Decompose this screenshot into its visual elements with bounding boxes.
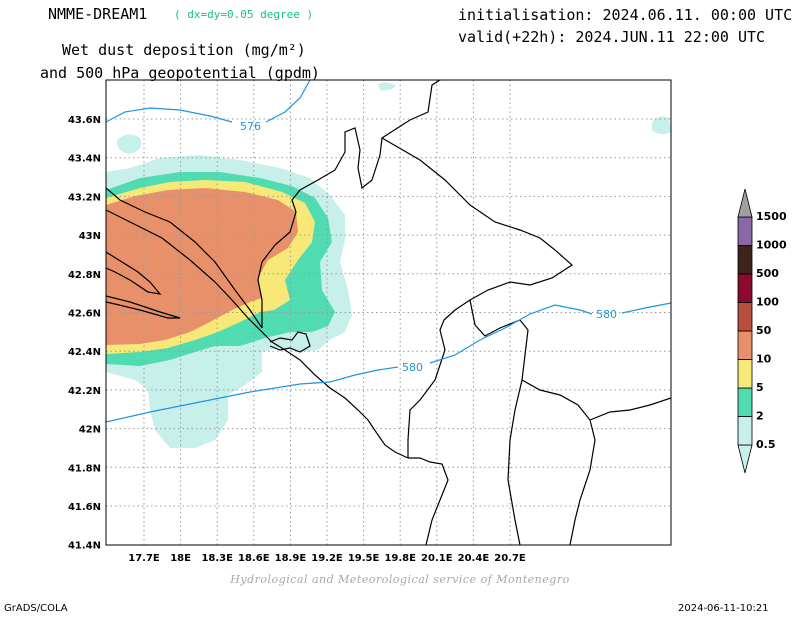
initialisation-time: initialisation: 2024.06.11. 00:00 UTC [458, 6, 793, 24]
coastline-bay [269, 331, 311, 353]
legend-label: 10 [756, 353, 772, 366]
lat-tick-label: 42N [79, 425, 101, 436]
lon-tick-label: 20.7E [494, 553, 526, 564]
lat-tick-label: 43.4N [68, 154, 101, 165]
lat-tick-label: 42.8N [68, 270, 101, 281]
footer-timestamp: 2024-06-11-10:21 [678, 603, 769, 614]
legend-swatch [737, 359, 753, 389]
legend-label: 0.5 [756, 438, 776, 451]
legend-label: 500 [756, 267, 779, 280]
lon-tick-label: 18.6E [238, 553, 270, 564]
lon-tick-label: 18.3E [201, 553, 233, 564]
dust-level-10 [106, 188, 298, 345]
latitude-labels: 43.6N 43.4N 43.2N 43N 42.8N 42.6N 42.4N 42.2N 42… [68, 115, 101, 552]
border [589, 397, 671, 421]
legend-swatch [737, 273, 753, 303]
lat-tick-label: 41.8N [68, 463, 101, 474]
valid-time: valid(+22h): 2024.JUN.11 22:00 UTC [458, 28, 766, 46]
lat-tick-label: 42.2N [68, 386, 101, 397]
border [106, 187, 263, 329]
coastline [106, 209, 409, 459]
lon-tick-label: 18.9E [275, 553, 307, 564]
legend-label: 2 [756, 410, 764, 423]
lat-tick-label: 41.6N [68, 502, 101, 513]
legend-swatch [737, 216, 753, 246]
border [408, 457, 449, 545]
lat-tick-label: 41.4N [68, 541, 101, 552]
map-title-line-2: and 500 hPa geopotential (gpdm) [40, 64, 320, 82]
contour-576 [106, 80, 311, 123]
legend-label: 50 [756, 324, 772, 337]
credit-text: Hydrological and Meteorological service … [230, 573, 570, 586]
footer-software: GrADS/COLA [4, 603, 68, 614]
lon-tick-label: 17.7E [128, 553, 160, 564]
border [257, 80, 441, 328]
contour-label: 580 [596, 308, 617, 321]
coastline-and-borders [106, 80, 671, 545]
lon-tick-label: 18E [170, 553, 191, 564]
legend-swatch [737, 330, 753, 360]
model-name: NMME-DREAM1 [48, 5, 148, 23]
map-frame [105, 79, 672, 546]
lat-tick-label: 43.6N [68, 115, 101, 126]
dust-field [106, 82, 671, 448]
legend-arrow-high [737, 188, 753, 218]
legend-arrow-low [737, 444, 753, 474]
island [106, 295, 181, 319]
lat-tick-label: 43N [79, 231, 101, 242]
contour-580 [106, 302, 671, 423]
legend-label: 100 [756, 296, 779, 309]
legend-swatch [737, 302, 753, 332]
border [381, 137, 573, 458]
peninsula [106, 251, 162, 295]
lon-tick-label: 19.2E [311, 553, 343, 564]
color-legend: 0.5 2 5 10 50 100 500 1000 1500 [737, 188, 787, 474]
lat-tick-label: 43.2N [68, 192, 101, 203]
lat-tick-label: 42.4N [68, 347, 101, 358]
legend-swatch [737, 245, 753, 275]
border [469, 299, 529, 545]
dust-level-0-5-patch [116, 134, 142, 154]
lat-tick-label: 42.6N [68, 309, 101, 320]
geopotential-contours [106, 80, 671, 423]
legend-label: 1500 [756, 210, 787, 223]
contour-label: 580 [402, 361, 423, 374]
model-resolution: ( dx=dy=0.05 degree ) [174, 8, 314, 21]
legend-label: 5 [756, 381, 764, 394]
lon-tick-label: 19.5E [348, 553, 380, 564]
longitude-labels: 17.7E 18E 18.3E 18.6E 18.9E 19.2E 19.5E 19.8E 20… [128, 553, 526, 564]
map-grid [106, 80, 671, 545]
lon-tick-label: 20.4E [458, 553, 490, 564]
lon-tick-label: 19.8E [384, 553, 416, 564]
contour-label: 576 [240, 120, 261, 133]
map-title-line-1: Wet dust deposition (mg/m²) [62, 41, 306, 59]
legend-label: 1000 [756, 239, 787, 252]
legend-swatch [737, 387, 753, 417]
lon-tick-label: 20.1E [421, 553, 453, 564]
dust-level-0-5-patch [652, 116, 671, 135]
legend-swatch [737, 416, 753, 446]
border [521, 379, 596, 545]
dust-level-0-5-patch [378, 82, 396, 91]
